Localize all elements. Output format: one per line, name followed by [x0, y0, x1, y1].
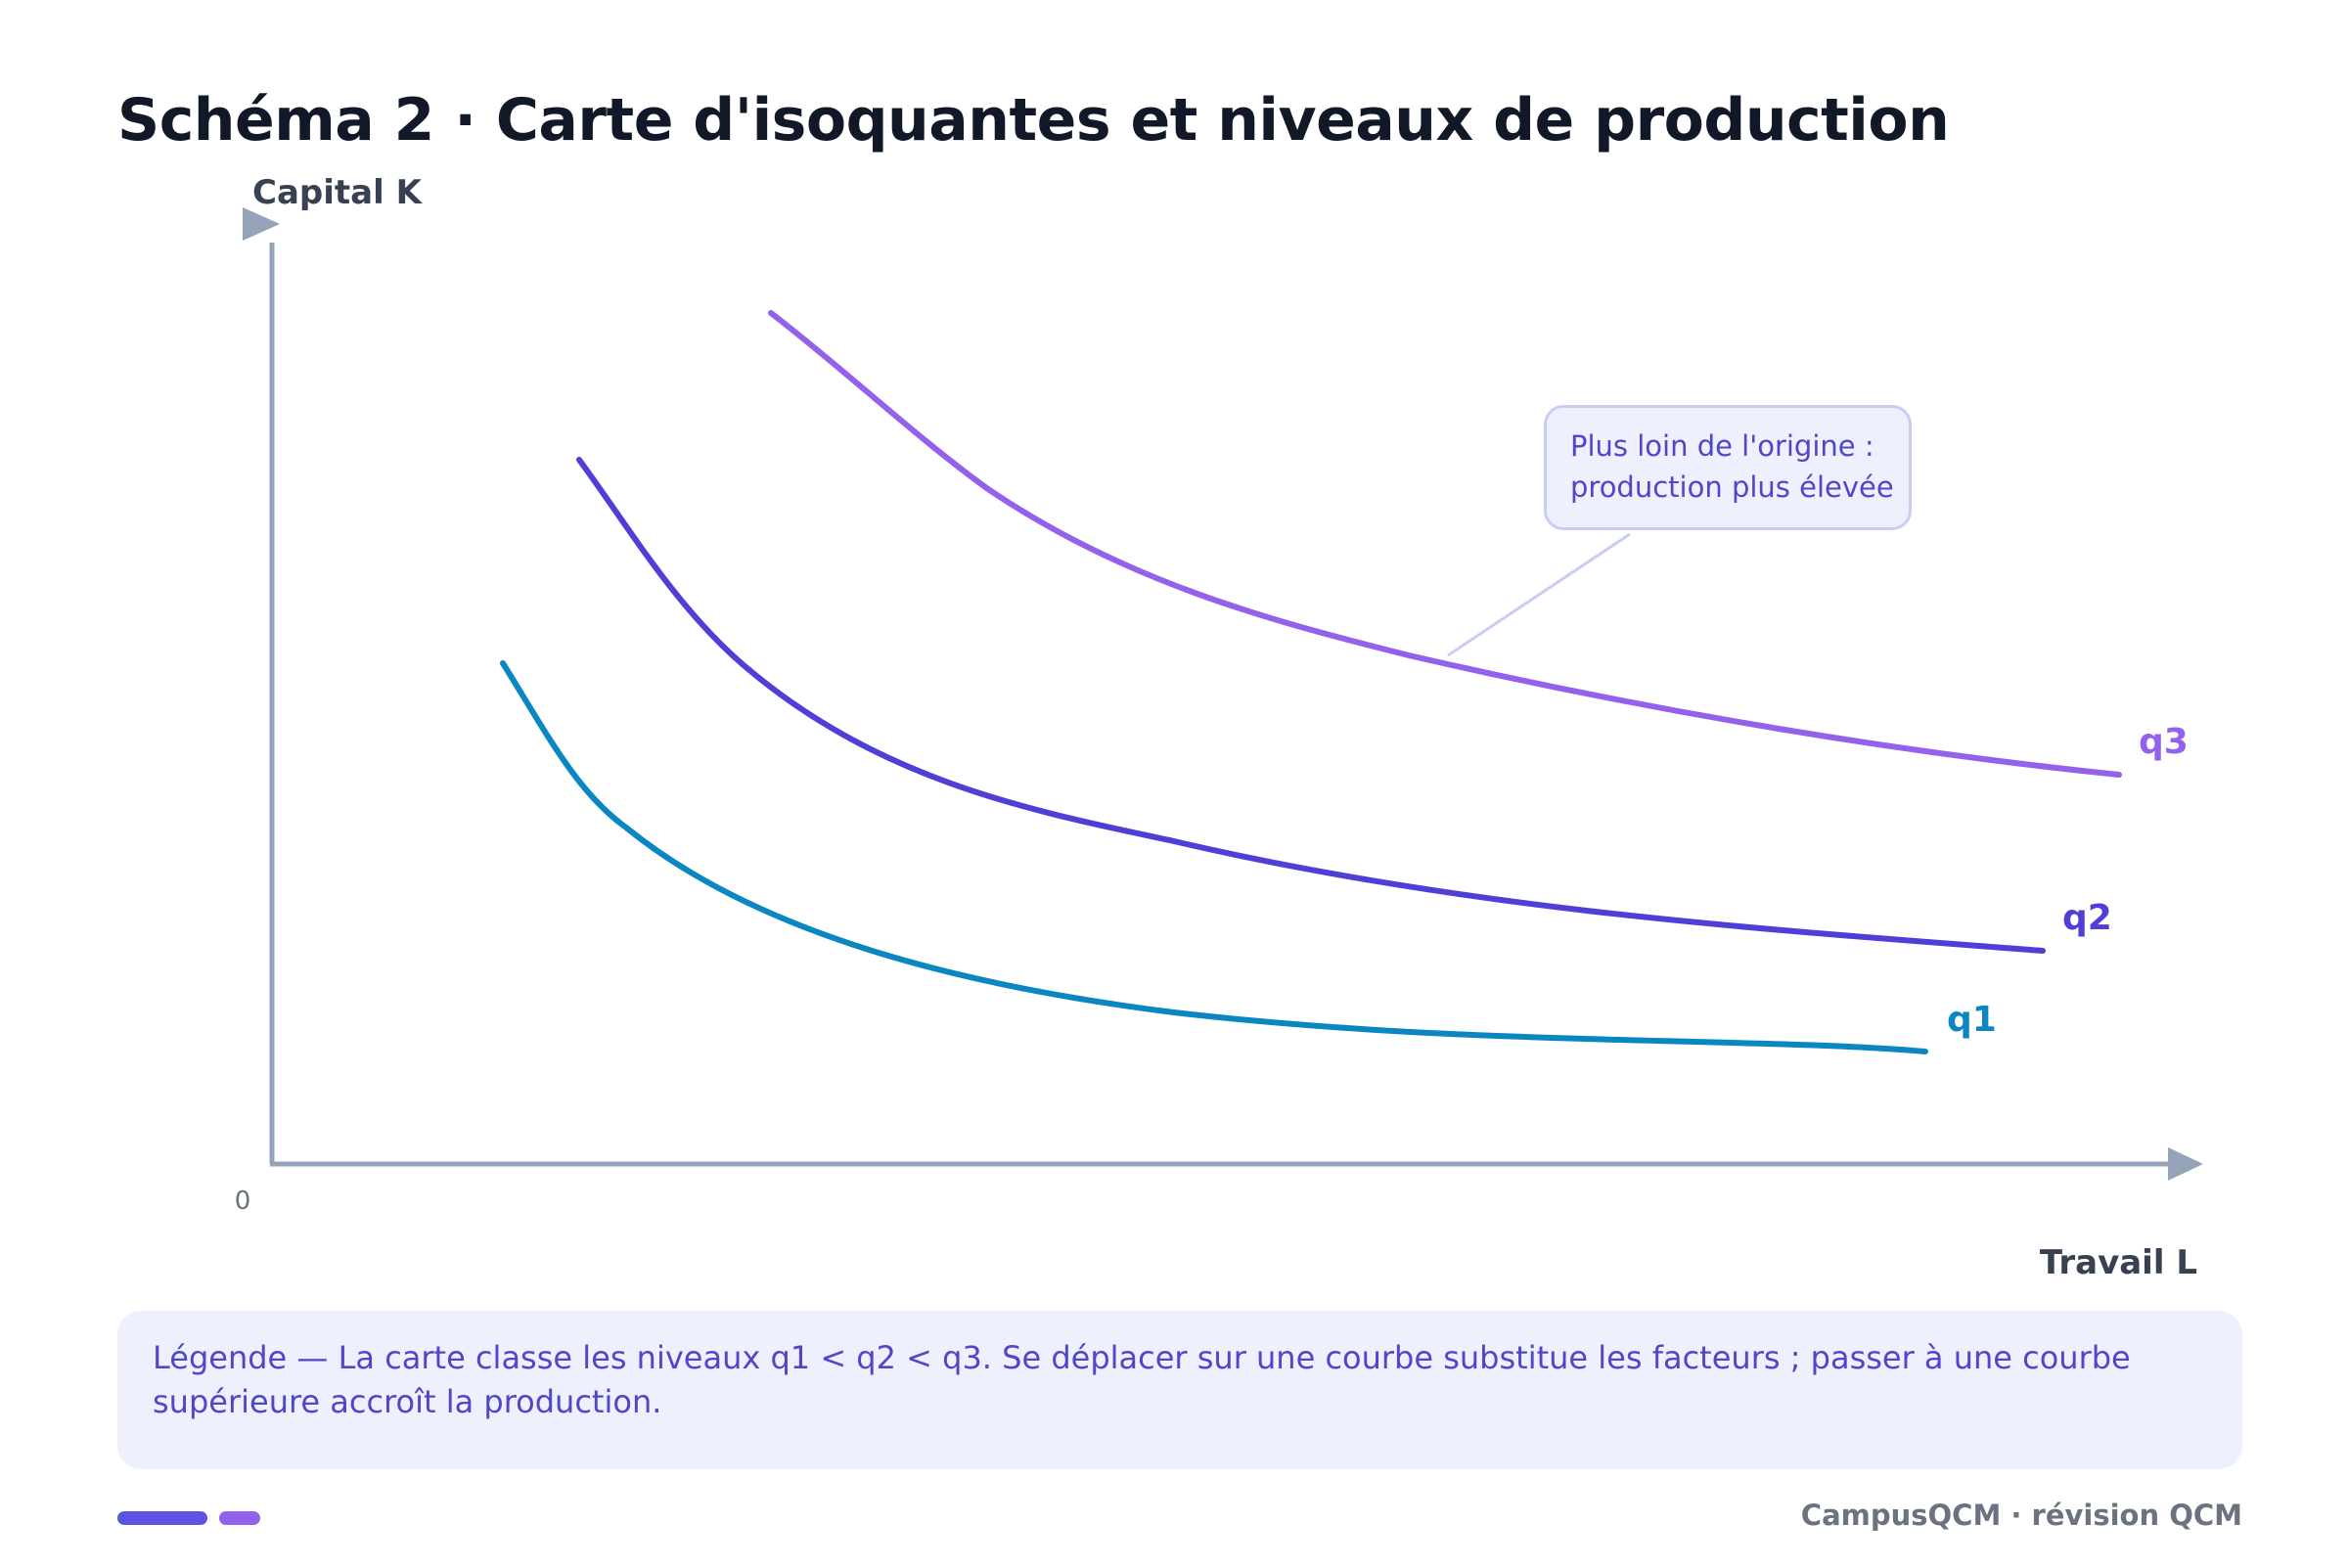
legend-text: Légende — La carte classe les niveaux q1… — [153, 1339, 2131, 1420]
footer-accent-pill-2 — [219, 1511, 260, 1525]
legend-box: Légende — La carte classe les niveaux q1… — [117, 1311, 2242, 1469]
callout-line-2: production plus élevée — [1570, 470, 1894, 504]
y-axis-label: Capital K — [252, 173, 424, 212]
page-title: Schéma 2 · Carte d'isoquantes et niveaux… — [117, 86, 1950, 155]
origin-label: 0 — [235, 1187, 251, 1216]
curve-label-q2: q2 — [2062, 898, 2112, 938]
isoquant-q1 — [500, 660, 1928, 1054]
isoquant-q2 — [576, 457, 2046, 954]
callout-line-1: Plus loin de l'origine : — [1570, 429, 1874, 463]
footer-brand: CampusQCM · révision QCM — [1800, 1499, 2242, 1532]
isoquant-q3 — [768, 310, 2122, 778]
y-axis-arrow-icon — [243, 207, 280, 241]
x-axis-label: Travail L — [2040, 1243, 2197, 1282]
curve-label-q1: q1 — [1947, 1000, 1997, 1040]
curve-label-q3: q3 — [2139, 722, 2189, 762]
callout-connector — [1447, 532, 1631, 657]
x-axis-arrow-icon — [2168, 1147, 2203, 1181]
footer-accent-pill-1 — [117, 1511, 207, 1525]
callout-box: Plus loin de l'origine : production plus… — [1544, 405, 1912, 530]
